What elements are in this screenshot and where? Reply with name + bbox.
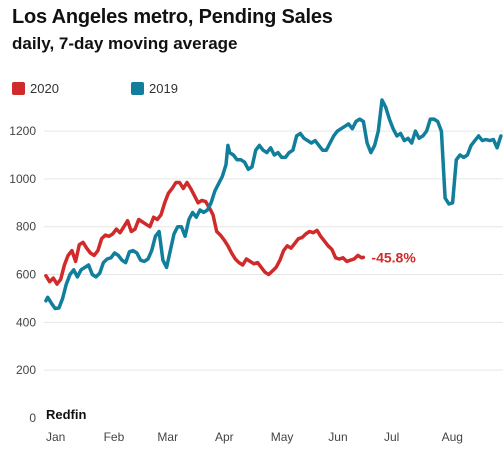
series-line-2019 [44,98,503,311]
x-tick-label: Apr [215,430,234,444]
source-label: Redfin [46,407,87,422]
legend-item-2019: 2019 [131,80,178,96]
y-tick-label: 200 [16,363,36,377]
y-tick-label: 600 [16,268,36,282]
y-tick-label: 400 [16,315,36,329]
x-tick-label: Jun [328,430,347,444]
end-label-2020: -45.8% [371,249,416,265]
x-tick-label: Feb [104,430,125,444]
x-tick-label: Jul [384,430,399,444]
y-tick-label: 1000 [9,172,36,186]
legend-swatch-2019 [131,81,144,95]
chart-title: Los Angeles metro, Pending Sales [12,6,333,28]
y-tick-label: 800 [16,220,36,234]
x-tick-label: Jan [46,430,65,444]
x-tick-label: Mar [157,430,178,444]
x-tick-label: May [271,430,294,444]
chart-subtitle: daily, 7-day moving average [12,34,238,53]
y-tick-label: 1200 [9,124,36,138]
legend-label-2020: 2020 [30,80,59,96]
legend-item-2020: 2020 [12,80,59,96]
series-line-2020 [44,180,366,286]
x-tick-label: Aug [442,430,463,444]
y-tick-label: 0 [29,411,36,425]
legend-swatch-2020 [12,81,25,95]
legend-label-2019: 2019 [149,80,178,96]
